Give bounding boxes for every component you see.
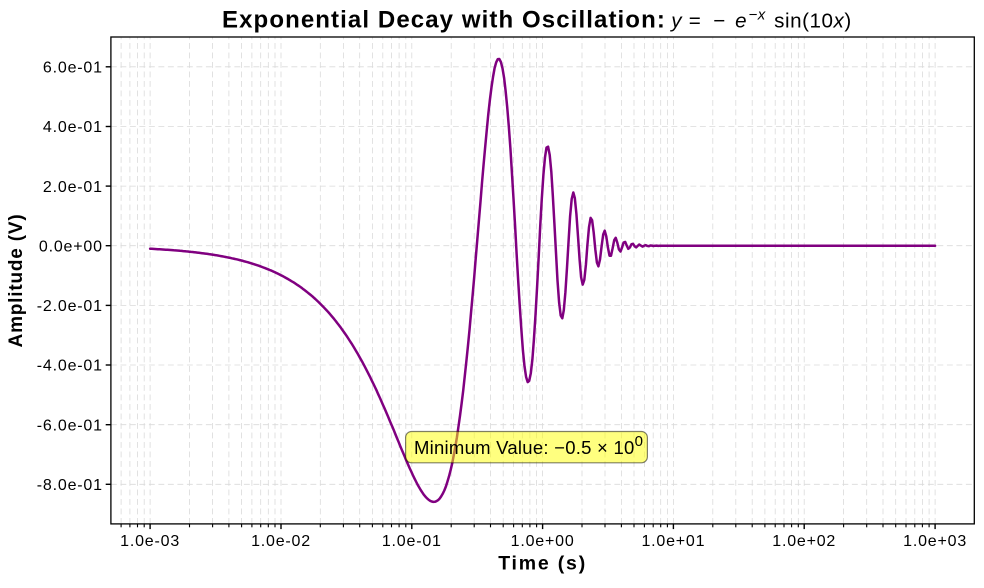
svg-text:0.0e+00: 0.0e+00 <box>39 238 103 255</box>
svg-text:Time (s): Time (s) <box>498 552 587 574</box>
svg-text:Exponential Decay with Oscilla: Exponential Decay with Oscillation: <box>222 7 666 34</box>
svg-text:1.0e-02: 1.0e-02 <box>251 533 311 550</box>
svg-text:1.0e-01: 1.0e-01 <box>382 533 442 550</box>
svg-text:-6.0e-01: -6.0e-01 <box>37 417 103 434</box>
svg-text:6.0e-01: 6.0e-01 <box>43 60 103 77</box>
svg-text:-8.0e-01: -8.0e-01 <box>37 477 103 494</box>
svg-text:1.0e+02: 1.0e+02 <box>772 533 836 550</box>
svg-text:2.0e-01: 2.0e-01 <box>43 179 103 196</box>
svg-text:4.0e-01: 4.0e-01 <box>43 119 103 136</box>
svg-text:1.0e-03: 1.0e-03 <box>120 533 180 550</box>
svg-text:-4.0e-01: -4.0e-01 <box>37 358 103 375</box>
svg-text:Minimum Value: −0.5 × 100: Minimum Value: −0.5 × 100 <box>414 433 643 458</box>
svg-text:1.0e+00: 1.0e+00 <box>511 533 575 550</box>
svg-text:1.0e+01: 1.0e+01 <box>641 533 705 550</box>
svg-text:1.0e+03: 1.0e+03 <box>903 533 967 550</box>
svg-text:Amplitude (V): Amplitude (V) <box>6 214 27 348</box>
svg-text:-2.0e-01: -2.0e-01 <box>37 298 103 315</box>
